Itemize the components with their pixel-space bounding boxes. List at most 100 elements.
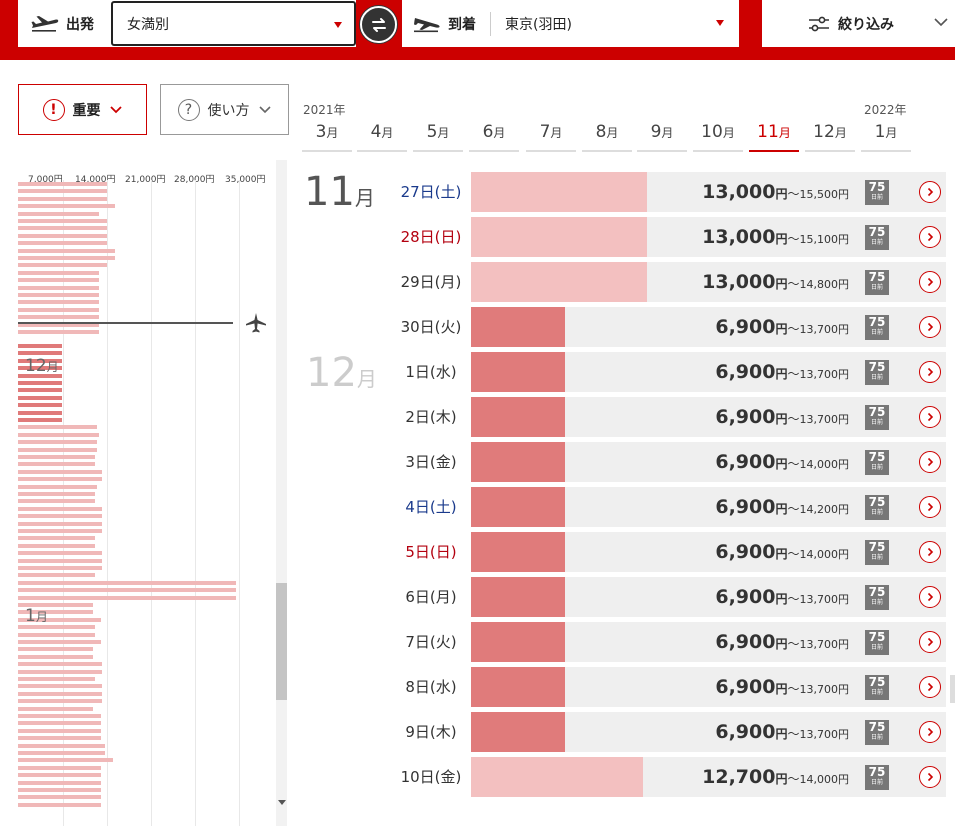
advance-purchase-badge[interactable]: 75 日前 <box>865 630 889 655</box>
select-fare-button[interactable] <box>919 541 941 563</box>
overview-day-bar[interactable] <box>18 573 95 578</box>
month-tab-11[interactable]: 11月 <box>749 122 799 152</box>
overview-day-bar[interactable] <box>18 802 101 807</box>
overview-day-bar[interactable] <box>18 506 102 511</box>
overview-day-bar[interactable] <box>18 307 99 312</box>
overview-day-bar[interactable] <box>18 773 101 778</box>
overview-day-bar[interactable] <box>18 743 105 748</box>
overview-day-bar[interactable] <box>18 566 102 570</box>
filter-button[interactable]: 絞り込み <box>762 0 955 47</box>
overview-day-bar[interactable] <box>18 248 115 253</box>
fare-row[interactable]: 6日(月) 6,900円～13,700円 75 日前 <box>395 577 946 617</box>
overview-day-bar[interactable] <box>18 403 62 408</box>
select-fare-button[interactable] <box>919 451 941 473</box>
advance-purchase-badge[interactable]: 75 日前 <box>865 270 889 295</box>
overview-day-bar[interactable] <box>18 440 97 445</box>
overview-day-bar[interactable] <box>18 233 107 238</box>
overview-day-bar[interactable] <box>18 300 99 305</box>
overview-day-bar[interactable] <box>18 640 101 644</box>
month-tab-5[interactable]: 5月 <box>413 122 463 152</box>
overview-day-bar[interactable] <box>18 662 102 667</box>
overview-day-bar[interactable] <box>18 654 93 659</box>
advance-purchase-badge[interactable]: 75 日前 <box>865 315 889 340</box>
overview-day-bar[interactable] <box>18 617 101 622</box>
overview-day-bar[interactable] <box>18 647 93 652</box>
swap-airports-button[interactable] <box>360 6 397 43</box>
overview-day-bar[interactable] <box>18 669 102 674</box>
select-fare-button[interactable] <box>919 586 941 608</box>
overview-day-bar[interactable] <box>18 322 99 327</box>
fare-row[interactable]: 29日(月) 13,000円～14,800円 75 日前 <box>395 262 946 302</box>
overview-day-bar[interactable] <box>18 795 101 800</box>
month-tab-9[interactable]: 9月 <box>637 122 687 152</box>
overview-day-bar[interactable] <box>18 425 97 430</box>
scroll-down-arrow-icon[interactable] <box>278 800 286 805</box>
overview-day-bar[interactable] <box>18 270 99 275</box>
fare-row[interactable]: 10日(金) 12,700円～14,000円 75 日前 <box>395 757 946 797</box>
select-fare-button[interactable] <box>919 361 941 383</box>
overview-day-bar[interactable] <box>18 751 105 755</box>
overview-day-bar[interactable] <box>18 469 102 474</box>
overview-day-bar[interactable] <box>18 603 93 607</box>
overview-day-bar[interactable] <box>18 588 236 593</box>
overview-day-bar[interactable] <box>18 226 107 231</box>
fare-row[interactable]: 8日(水) 6,900円～13,700円 75 日前 <box>395 667 946 707</box>
overview-day-bar[interactable] <box>18 219 107 223</box>
month-tab-6[interactable]: 6月 <box>469 122 519 152</box>
overview-day-bar[interactable] <box>18 580 236 585</box>
overview-day-bar[interactable] <box>18 728 101 733</box>
advance-purchase-badge[interactable]: 75 日前 <box>865 675 889 700</box>
advance-purchase-badge[interactable]: 75 日前 <box>865 720 889 745</box>
overview-day-bar[interactable] <box>18 551 102 556</box>
overview-day-bar[interactable] <box>18 344 62 348</box>
overview-day-bar[interactable] <box>18 462 95 467</box>
overview-day-bar[interactable] <box>18 455 95 459</box>
overview-day-bar[interactable] <box>18 278 99 283</box>
overview-day-bar[interactable] <box>18 285 99 290</box>
fare-row[interactable]: 30日(火) 6,900円～13,700円 75 日前 <box>395 307 946 347</box>
select-fare-button[interactable] <box>919 766 941 788</box>
overview-scrollbar-thumb[interactable] <box>276 583 287 700</box>
advance-purchase-badge[interactable]: 75 日前 <box>865 405 889 430</box>
important-notice-button[interactable]: ! 重要 <box>18 84 147 135</box>
advance-purchase-badge[interactable]: 75 日前 <box>865 495 889 520</box>
overview-day-bar[interactable] <box>18 196 107 201</box>
overview-day-bar[interactable] <box>18 315 99 320</box>
arrival-select[interactable]: 到着 東京(羽田) <box>402 0 739 47</box>
select-fare-button[interactable] <box>919 181 941 203</box>
select-fare-button[interactable] <box>919 316 941 338</box>
overview-day-bar[interactable] <box>18 293 99 297</box>
select-fare-button[interactable] <box>919 226 941 248</box>
overview-day-bar[interactable] <box>18 699 102 704</box>
advance-purchase-badge[interactable]: 75 日前 <box>865 180 889 205</box>
advance-purchase-badge[interactable]: 75 日前 <box>865 540 889 565</box>
overview-day-bar[interactable] <box>18 780 101 785</box>
select-fare-button[interactable] <box>919 271 941 293</box>
overview-day-bar[interactable] <box>18 182 107 186</box>
overview-day-bar[interactable] <box>18 632 95 637</box>
overview-day-bar[interactable] <box>18 558 102 563</box>
overview-day-bar[interactable] <box>18 432 99 437</box>
overview-day-bar[interactable] <box>18 388 62 393</box>
fare-row[interactable]: 1日(水) 6,900円～13,700円 75 日前 <box>395 352 946 392</box>
overview-day-bar[interactable] <box>18 499 95 504</box>
overview-day-bar[interactable] <box>18 477 102 482</box>
overview-day-bar[interactable] <box>18 736 101 741</box>
fare-row[interactable]: 27日(土) 13,000円～15,500円 75 日前 <box>395 172 946 212</box>
fare-row[interactable]: 9日(木) 6,900円～13,700円 75 日前 <box>395 712 946 752</box>
overview-day-bar[interactable] <box>18 536 95 541</box>
overview-day-bar[interactable] <box>18 241 107 246</box>
overview-day-bar[interactable] <box>18 529 102 533</box>
overview-day-bar[interactable] <box>18 788 101 792</box>
overview-day-bar[interactable] <box>18 721 101 726</box>
month-tab-7[interactable]: 7月 <box>526 122 576 152</box>
select-fare-button[interactable] <box>919 676 941 698</box>
overview-day-bar[interactable] <box>18 595 236 600</box>
overview-day-bar[interactable] <box>18 714 101 718</box>
overview-day-bar[interactable] <box>18 758 113 763</box>
advance-purchase-badge[interactable]: 75 日前 <box>865 360 889 385</box>
overview-day-bar[interactable] <box>18 189 107 194</box>
overview-day-bar[interactable] <box>18 204 115 209</box>
overview-day-bar[interactable] <box>18 263 107 268</box>
